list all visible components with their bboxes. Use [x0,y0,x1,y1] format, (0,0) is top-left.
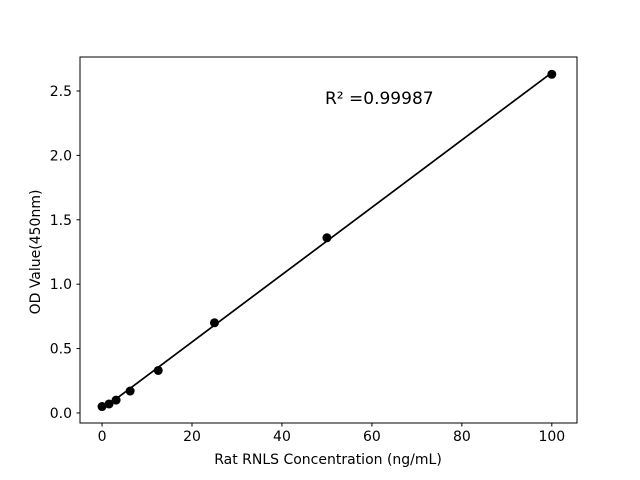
y-tick-label: 1.0 [50,277,72,293]
data-point [104,399,114,409]
x-tick-label: 100 [538,429,565,445]
x-tick-label: 60 [363,429,381,445]
r-squared-annotation: R² =0.99987 [325,89,434,109]
data-point [153,365,163,375]
plot-frame [79,56,578,424]
x-axis-label: Rat RNLS Concentration (ng/mL) [214,452,442,468]
x-tick-label: 0 [98,429,107,445]
x-tick-label: 40 [273,429,291,445]
y-axis-label: OD Value(450nm) [28,189,44,315]
y-tick-label: 2.5 [50,84,72,100]
data-point [125,386,135,396]
y-tick-label: 0.0 [50,406,72,422]
y-tick-label: 1.5 [50,213,72,229]
y-tick-label: 0.5 [50,342,72,358]
data-point [322,233,332,243]
x-tick-label: 20 [183,429,201,445]
data-point [111,395,121,405]
data-point [547,69,557,79]
data-point [209,318,219,328]
y-tick-label: 2.0 [50,148,72,164]
data-point [97,402,107,412]
x-tick-label: 80 [453,429,471,445]
